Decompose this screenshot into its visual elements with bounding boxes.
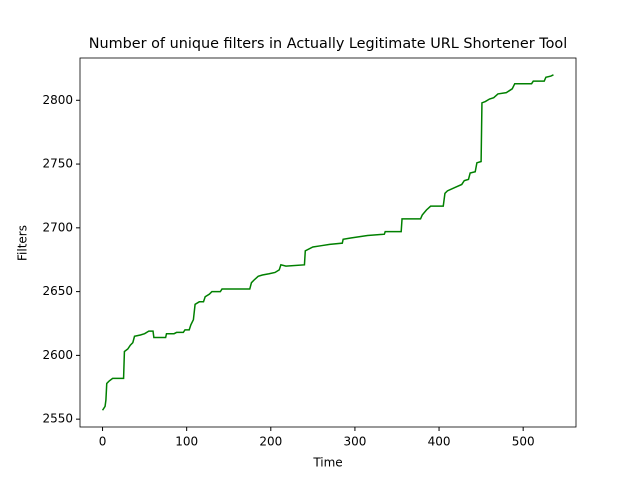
x-tick-label: 400 (428, 435, 451, 449)
y-axis-label: Filters (16, 225, 30, 261)
x-tick-label: 0 (99, 435, 107, 449)
x-tick-label: 300 (343, 435, 366, 449)
chart-title: Number of unique filters in Actually Leg… (89, 36, 567, 52)
plot-frame (79, 57, 577, 428)
y-tick-label: 2550 (42, 412, 73, 426)
x-tick-label: 200 (259, 435, 282, 449)
x-tick-label: 500 (512, 435, 535, 449)
y-tick-label: 2750 (42, 157, 73, 171)
y-tick-label: 2800 (42, 93, 73, 107)
y-tick-label: 2650 (42, 284, 73, 298)
x-axis-label: Time (312, 456, 342, 470)
data-line (101, 74, 554, 411)
x-tick-label: 100 (175, 435, 198, 449)
y-tick-label: 2700 (42, 220, 73, 234)
y-tick-label: 2600 (42, 348, 73, 362)
